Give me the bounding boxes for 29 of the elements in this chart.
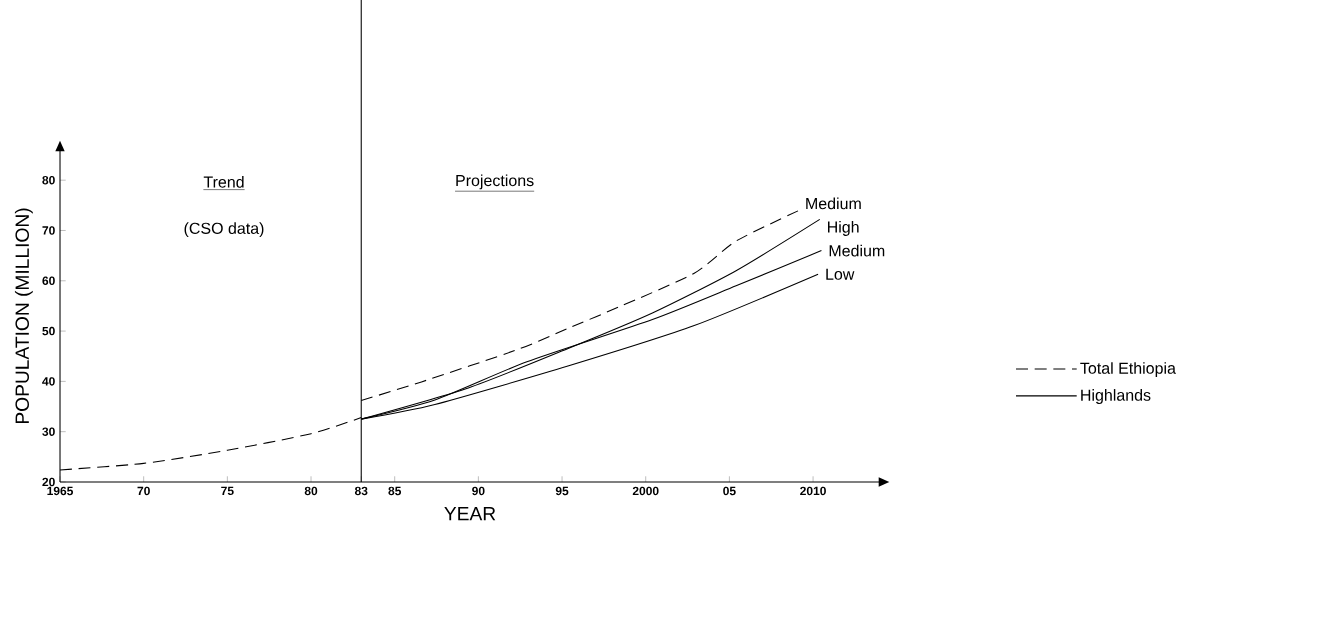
y-tick-label: 60	[42, 276, 55, 286]
x-tick-label: 70	[137, 486, 150, 496]
legend-label: Total Ethiopia	[1080, 362, 1176, 378]
x-tick-label: 05	[723, 486, 736, 496]
y-tick-label: 30	[42, 427, 55, 436]
y-axis-title: POPULATION (MILLION)	[14, 208, 33, 424]
annotation: Projections	[456, 174, 534, 190]
y-tick-label: 70	[42, 226, 55, 235]
x-tick-label: 95	[555, 486, 569, 496]
x-axis-title: YEAR	[444, 507, 496, 521]
x-tick-label: 2000	[632, 486, 659, 496]
y-tick-label: 40	[42, 377, 55, 386]
legend-label: Highlands	[1081, 389, 1151, 404]
annotation: Low	[826, 268, 855, 280]
x-tick-label: 80	[304, 486, 318, 496]
x-tick-label: 75	[221, 486, 234, 496]
annotation: High	[828, 221, 859, 236]
x-tick-label: 85	[388, 486, 402, 496]
annotation: Trend	[203, 176, 244, 188]
x-tick-label: 2010	[800, 486, 826, 496]
annotation: Medium	[806, 197, 861, 210]
x-tick-label: 90	[472, 486, 485, 496]
y-tick-label: 50	[42, 326, 55, 336]
annotation: Medium	[829, 244, 885, 257]
y-tick-label: 20	[42, 477, 55, 487]
x-tick-label: 83	[354, 486, 368, 496]
y-tick-label: 80	[42, 175, 55, 185]
x-tick-label: 1965	[47, 486, 74, 496]
annotation: (CSO data)	[184, 222, 264, 238]
